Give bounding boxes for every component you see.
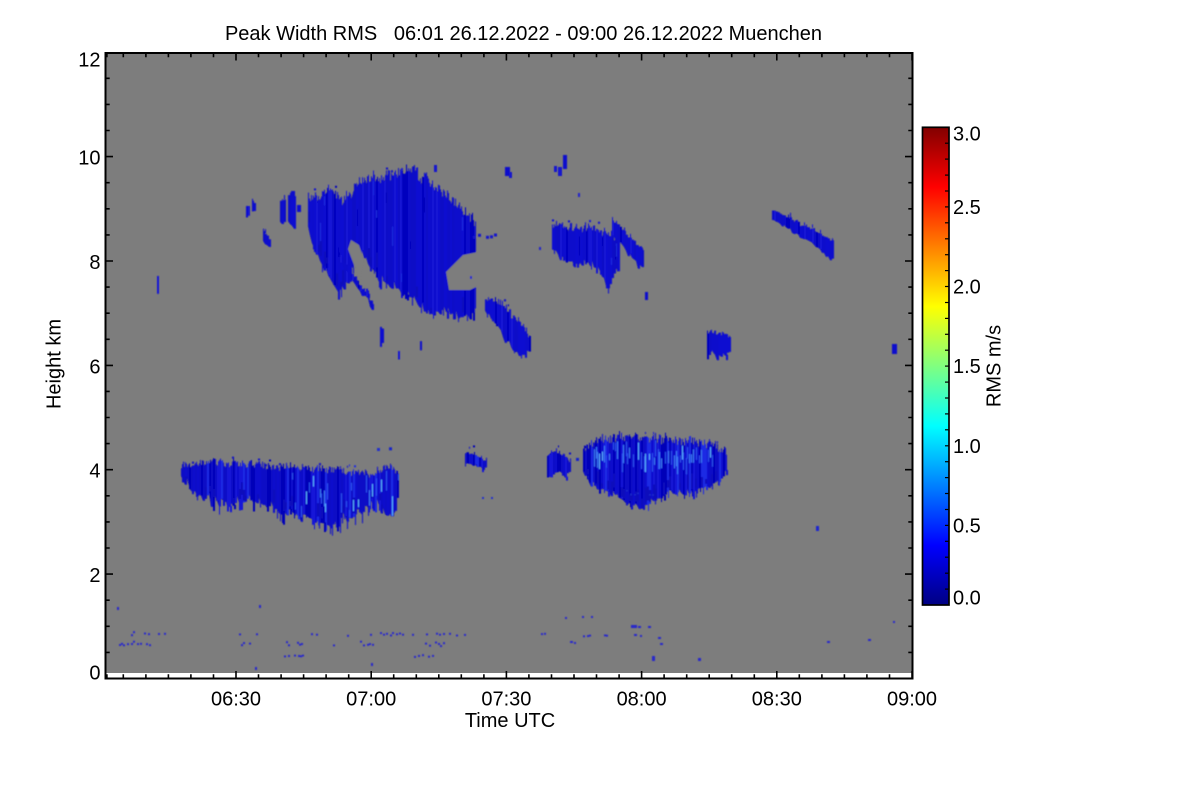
svg-text:0: 0: [89, 662, 100, 684]
svg-text:06:30: 06:30: [211, 689, 261, 711]
svg-text:RMS m/s: RMS m/s: [984, 325, 1006, 407]
svg-text:2.5: 2.5: [953, 197, 981, 219]
svg-text:Peak Width RMS 06:01 26.12.2: Peak Width RMS 06:01 26.12.2022 - 09:00 …: [225, 23, 822, 45]
svg-text:2.0: 2.0: [953, 277, 981, 299]
svg-text:4: 4: [89, 461, 100, 483]
svg-text:07:00: 07:00: [346, 689, 396, 711]
svg-text:6: 6: [89, 356, 100, 378]
svg-text:08:00: 08:00: [617, 689, 667, 711]
svg-text:3.0: 3.0: [953, 124, 981, 146]
svg-text:09:00: 09:00: [887, 689, 937, 711]
svg-text:1.5: 1.5: [953, 356, 981, 378]
svg-text:10: 10: [78, 148, 100, 170]
svg-text:08:30: 08:30: [752, 689, 802, 711]
svg-text:1.0: 1.0: [953, 436, 981, 458]
svg-text:07:30: 07:30: [481, 689, 531, 711]
svg-text:2: 2: [89, 565, 100, 587]
svg-text:12: 12: [78, 49, 100, 71]
svg-text:8: 8: [89, 252, 100, 274]
svg-text:0.5: 0.5: [953, 515, 981, 537]
svg-text:Height km: Height km: [44, 319, 66, 409]
svg-text:Time UTC: Time UTC: [465, 710, 555, 732]
svg-text:0.0: 0.0: [953, 588, 981, 610]
